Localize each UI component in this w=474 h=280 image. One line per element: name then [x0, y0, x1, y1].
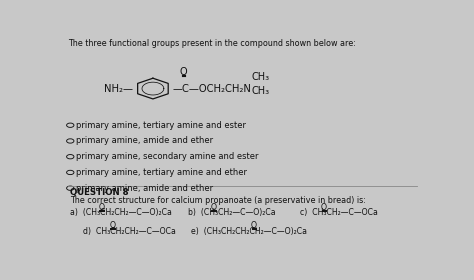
Text: primary amine, secondary amine and ester: primary amine, secondary amine and ester — [76, 152, 259, 161]
Text: e)  (CH₃CH₂CH₂CH₂—C—O)₂Ca: e) (CH₃CH₂CH₂CH₂—C—O)₂Ca — [191, 227, 308, 236]
Text: b)  (CH₃CH₂—C—O)₂Ca: b) (CH₃CH₂—C—O)₂Ca — [188, 209, 275, 218]
Text: primary amine, tertiary amine and ether: primary amine, tertiary amine and ether — [76, 168, 247, 177]
Text: primary amine, tertiary amine and ester: primary amine, tertiary amine and ester — [76, 121, 246, 130]
Text: The three functional groups present in the compound shown below are:: The three functional groups present in t… — [68, 39, 356, 48]
Text: O: O — [321, 203, 327, 212]
Text: —C—OCH₂CH₂N: —C—OCH₂CH₂N — [173, 83, 251, 94]
Text: primary amine, amide and ether: primary amine, amide and ether — [76, 136, 213, 146]
Text: d)  CH₃CH₂CH₂—C—OCa: d) CH₃CH₂CH₂—C—OCa — [83, 227, 176, 236]
Text: O: O — [210, 203, 217, 212]
Text: CH₃: CH₃ — [251, 86, 270, 96]
Text: O: O — [251, 221, 257, 230]
Text: QUESTION 8: QUESTION 8 — [70, 188, 129, 197]
Text: primary amine, amide and ether: primary amine, amide and ether — [76, 184, 213, 193]
Text: The correct structure for calcium propanoate (a preservative in bread) is:: The correct structure for calcium propan… — [70, 196, 366, 205]
Text: O: O — [109, 221, 116, 230]
Text: O: O — [180, 67, 187, 77]
Text: CH₃: CH₃ — [251, 72, 270, 82]
Text: O: O — [99, 203, 104, 212]
Text: a)  (CH₃CH₂CH₂—C—O)₂Ca: a) (CH₃CH₂CH₂—C—O)₂Ca — [70, 209, 172, 218]
Text: c)  CH₃CH₂—C—OCa: c) CH₃CH₂—C—OCa — [300, 209, 378, 218]
Text: NH₂—: NH₂— — [104, 83, 134, 94]
